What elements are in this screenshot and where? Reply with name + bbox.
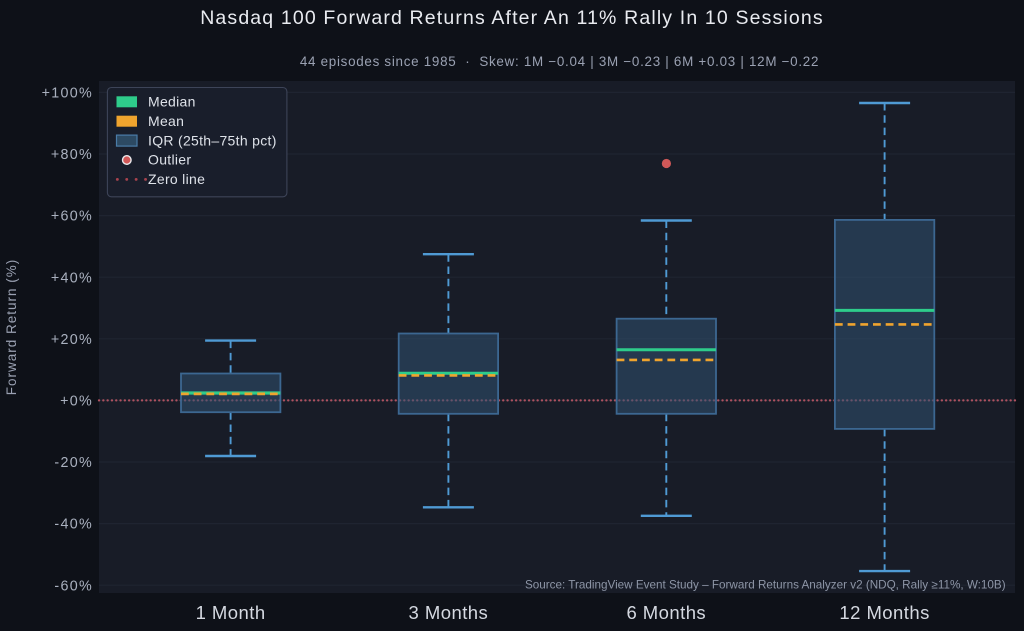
svg-text:Forward Return (%): Forward Return (%) bbox=[4, 259, 19, 396]
svg-text:3 Months: 3 Months bbox=[409, 602, 489, 623]
svg-text:Source: TradingView Event Stud: Source: TradingView Event Study – Forwar… bbox=[525, 578, 1006, 591]
svg-text:-40%: -40% bbox=[54, 517, 93, 533]
svg-text:44 episodes since 1985 · Ske: 44 episodes since 1985 · Skew: 1M −0.04 … bbox=[300, 54, 819, 69]
svg-text:IQR (25th–75th pct): IQR (25th–75th pct) bbox=[148, 132, 277, 148]
svg-text:Median: Median bbox=[148, 94, 196, 110]
svg-text:6 Months: 6 Months bbox=[626, 602, 706, 623]
svg-text:+20%: +20% bbox=[51, 332, 93, 348]
svg-text:-60%: -60% bbox=[54, 578, 93, 594]
svg-text:+100%: +100% bbox=[42, 86, 93, 102]
svg-text:+40%: +40% bbox=[51, 270, 93, 286]
svg-text:+0%: +0% bbox=[60, 394, 93, 410]
svg-text:Zero line: Zero line bbox=[148, 171, 205, 187]
svg-text:+60%: +60% bbox=[51, 209, 93, 225]
svg-text:1 Month: 1 Month bbox=[196, 602, 266, 623]
svg-text:Nasdaq 100 Forward Returns Aft: Nasdaq 100 Forward Returns After An 11% … bbox=[200, 7, 824, 29]
svg-text:-20%: -20% bbox=[54, 455, 93, 471]
svg-text:+80%: +80% bbox=[51, 147, 93, 163]
svg-text:Outlier: Outlier bbox=[148, 152, 191, 168]
svg-text:12 Months: 12 Months bbox=[839, 602, 929, 623]
svg-text:Mean: Mean bbox=[148, 113, 184, 129]
